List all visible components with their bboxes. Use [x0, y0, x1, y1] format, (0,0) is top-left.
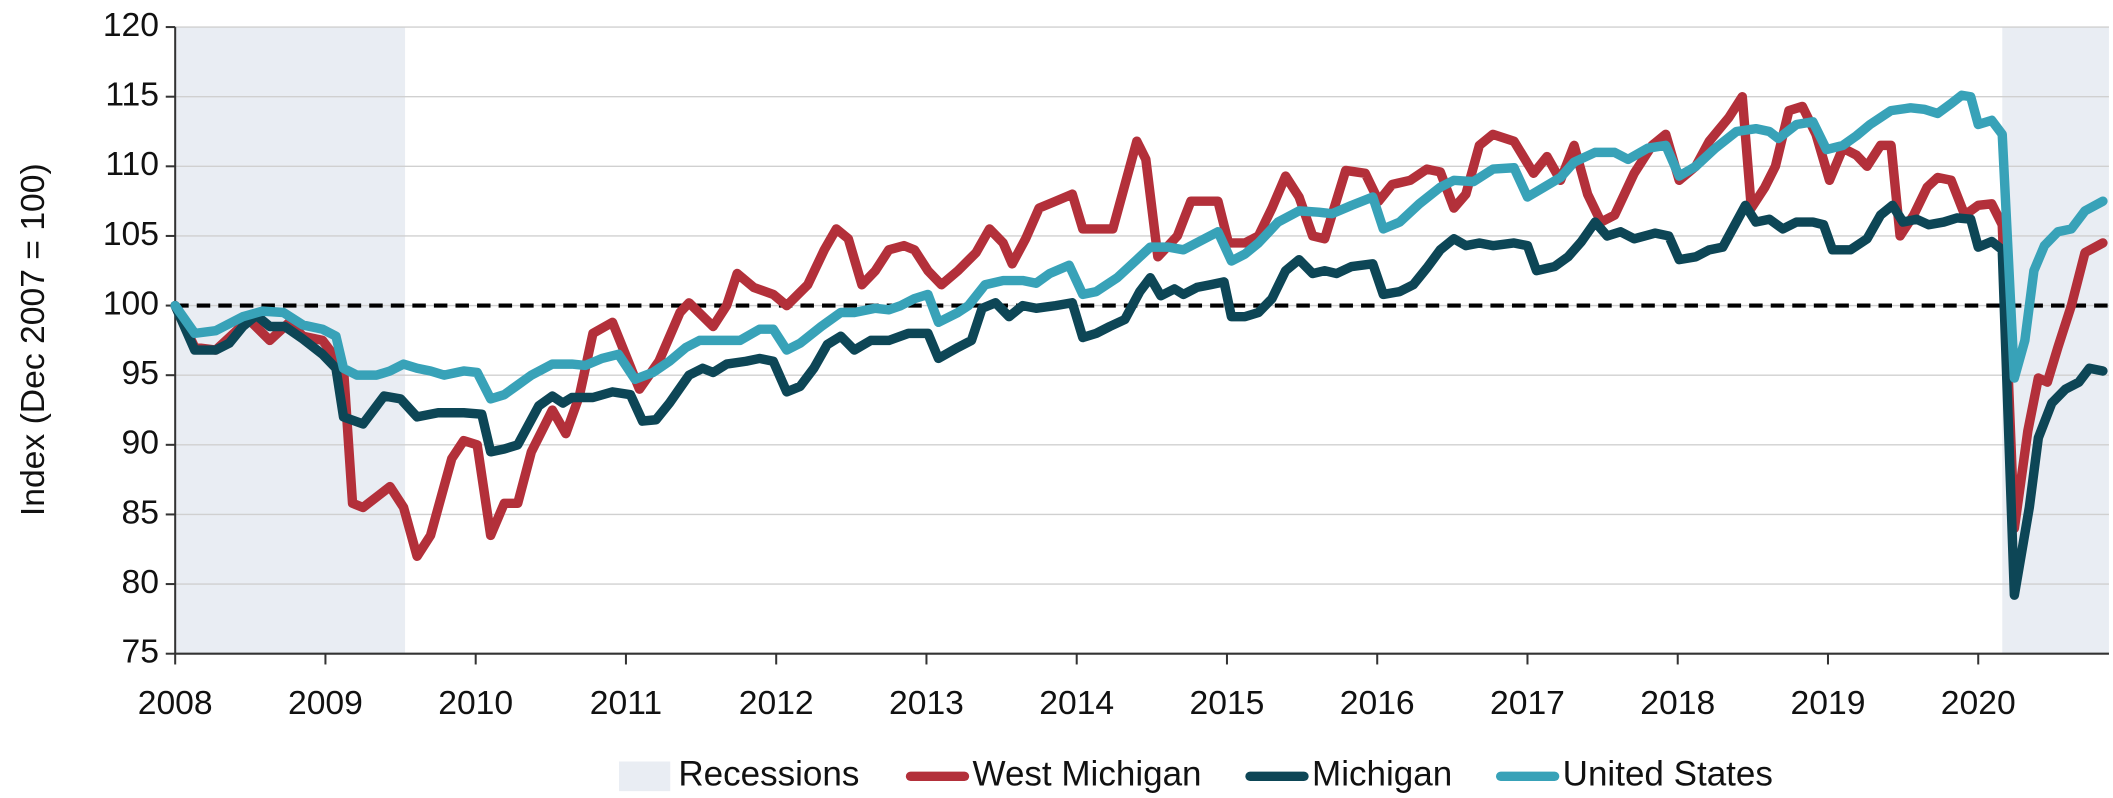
x-tick-label: 2020: [1941, 685, 2016, 722]
y-tick-label: 90: [122, 425, 159, 462]
x-tick-label: 2012: [739, 685, 814, 722]
legend-label: Recessions: [678, 755, 859, 794]
recession-band: [175, 27, 406, 654]
x-tick-label: 2016: [1340, 685, 1415, 722]
x-tick-label: 2014: [1039, 685, 1114, 722]
legend-label: West Michigan: [973, 755, 1202, 794]
y-tick-label: 105: [103, 216, 159, 253]
legend-label: Michigan: [1312, 755, 1452, 794]
y-tick-label: 75: [122, 634, 159, 671]
x-tick-label: 2009: [288, 685, 363, 722]
x-tick-label: 2017: [1490, 685, 1565, 722]
x-tick-label: 2008: [138, 685, 213, 722]
y-tick-label: 95: [122, 355, 159, 392]
x-tick-label: 2011: [590, 685, 662, 722]
x-tick-label: 2010: [438, 685, 513, 722]
y-tick-label: 80: [122, 564, 159, 601]
y-axis-label: Index (Dec 2007 = 100): [15, 163, 52, 516]
y-tick-label: 115: [105, 77, 159, 114]
x-tick-label: 2013: [889, 685, 964, 722]
y-tick-label: 110: [105, 146, 159, 183]
series-line: [170, 92, 2108, 561]
x-tick-label: 2019: [1791, 685, 1866, 722]
x-tick-label: 2018: [1640, 685, 1715, 722]
series-line: [170, 90, 2108, 404]
legend: Recessions West Michigan Michigan United St…: [619, 755, 1773, 794]
y-tick-label: 120: [103, 7, 159, 44]
y-tick-label: 85: [122, 494, 159, 531]
legend-label: United States: [1563, 755, 1773, 794]
legend-swatch: [619, 761, 671, 792]
y-tick-label: 100: [103, 285, 159, 322]
series-line: [170, 200, 2108, 600]
x-tick-label: 2015: [1190, 685, 1265, 722]
